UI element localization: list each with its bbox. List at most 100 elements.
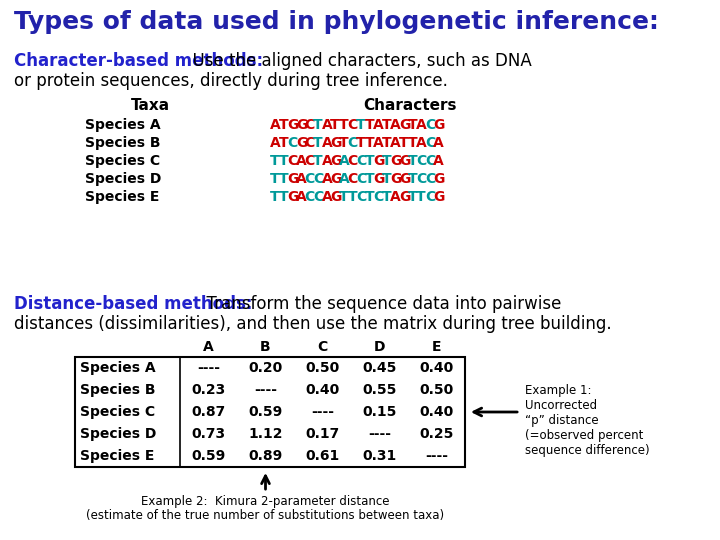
Text: A: A (433, 136, 444, 150)
Text: A: A (322, 118, 333, 132)
Text: B: B (260, 340, 271, 354)
Text: G: G (433, 190, 445, 204)
Text: T: T (339, 136, 348, 150)
Text: G: G (287, 190, 299, 204)
Text: C: C (313, 172, 323, 186)
Text: A: A (296, 190, 307, 204)
Text: A: A (373, 118, 384, 132)
Text: C: C (305, 190, 315, 204)
Text: T: T (279, 118, 288, 132)
Text: G: G (330, 154, 341, 168)
Text: A: A (416, 118, 427, 132)
Text: 0.45: 0.45 (362, 361, 397, 375)
Text: ----: ---- (425, 449, 448, 463)
Text: C: C (373, 190, 384, 204)
Text: T: T (408, 172, 417, 186)
Text: Species D: Species D (85, 172, 161, 186)
Text: C: C (347, 118, 358, 132)
Text: A: A (390, 190, 401, 204)
Text: C: C (318, 340, 328, 354)
Text: C: C (287, 136, 297, 150)
Text: G: G (296, 136, 307, 150)
Text: G: G (330, 136, 341, 150)
Text: or protein sequences, directly during tree inference.: or protein sequences, directly during tr… (14, 72, 448, 90)
Text: 0.40: 0.40 (419, 405, 454, 419)
Text: T: T (382, 154, 392, 168)
Text: T: T (364, 118, 374, 132)
Text: C: C (305, 136, 315, 150)
Text: distances (dissimilarities), and then use the matrix during tree building.: distances (dissimilarities), and then us… (14, 315, 611, 333)
Text: A: A (203, 340, 214, 354)
Text: ----: ---- (197, 361, 220, 375)
Text: Species A: Species A (80, 361, 156, 375)
Text: G: G (330, 190, 341, 204)
Text: G: G (330, 172, 341, 186)
Text: C: C (416, 172, 426, 186)
Text: E: E (432, 340, 441, 354)
Text: Taxa: Taxa (130, 98, 170, 113)
Text: T: T (408, 136, 417, 150)
Text: A: A (322, 154, 333, 168)
Text: T: T (364, 172, 374, 186)
Text: C: C (356, 154, 366, 168)
Text: Species A: Species A (85, 118, 161, 132)
Text: G: G (433, 118, 445, 132)
Text: Characters: Characters (364, 98, 456, 113)
Text: T: T (382, 136, 392, 150)
Text: Species E: Species E (80, 449, 154, 463)
Text: D: D (374, 340, 385, 354)
Text: T: T (364, 154, 374, 168)
Text: A: A (390, 136, 401, 150)
Text: 0.73: 0.73 (192, 427, 225, 441)
Text: 0.89: 0.89 (248, 449, 283, 463)
Text: A: A (416, 136, 427, 150)
Text: Distance-based methods:: Distance-based methods: (14, 295, 253, 313)
Text: G: G (390, 172, 402, 186)
Text: G: G (287, 172, 299, 186)
Text: Types of data used in phylogenetic inference:: Types of data used in phylogenetic infer… (14, 10, 659, 34)
Text: Species C: Species C (85, 154, 160, 168)
Text: Species E: Species E (85, 190, 159, 204)
Text: G: G (399, 154, 410, 168)
Text: C: C (425, 154, 435, 168)
Text: T: T (382, 190, 392, 204)
Text: T: T (408, 154, 417, 168)
Text: C: C (356, 190, 366, 204)
Text: T: T (339, 190, 348, 204)
Text: T: T (382, 118, 392, 132)
Text: 0.55: 0.55 (362, 383, 397, 397)
Text: ----: ---- (368, 427, 391, 441)
Text: 0.31: 0.31 (362, 449, 397, 463)
Text: 0.15: 0.15 (362, 405, 397, 419)
Text: 0.40: 0.40 (305, 383, 340, 397)
Text: T: T (279, 172, 288, 186)
Text: ----: ---- (254, 383, 277, 397)
Text: T: T (313, 136, 323, 150)
Text: C: C (347, 136, 358, 150)
Text: T: T (347, 190, 357, 204)
Text: 0.25: 0.25 (419, 427, 454, 441)
Text: G: G (373, 154, 384, 168)
Text: T: T (279, 136, 288, 150)
Text: Example 1:
Uncorrected
“p” distance
(=observed percent
sequence difference): Example 1: Uncorrected “p” distance (=ob… (525, 384, 649, 457)
Text: (estimate of the true number of substitutions between taxa): (estimate of the true number of substitu… (86, 509, 444, 522)
Text: 0.20: 0.20 (248, 361, 283, 375)
Text: C: C (313, 190, 323, 204)
Text: T: T (408, 118, 417, 132)
Text: T: T (364, 190, 374, 204)
Text: Species B: Species B (80, 383, 156, 397)
Text: 0.40: 0.40 (419, 361, 454, 375)
Text: T: T (270, 172, 279, 186)
Text: 0.87: 0.87 (192, 405, 225, 419)
Text: G: G (399, 118, 410, 132)
Text: 0.23: 0.23 (192, 383, 225, 397)
Text: A: A (296, 172, 307, 186)
Text: C: C (305, 154, 315, 168)
Text: Use the aligned characters, such as DNA: Use the aligned characters, such as DNA (182, 52, 532, 70)
Text: T: T (270, 154, 279, 168)
Text: T: T (313, 154, 323, 168)
Text: C: C (347, 154, 358, 168)
Text: 0.50: 0.50 (305, 361, 340, 375)
Text: C: C (425, 118, 435, 132)
Text: T: T (270, 190, 279, 204)
